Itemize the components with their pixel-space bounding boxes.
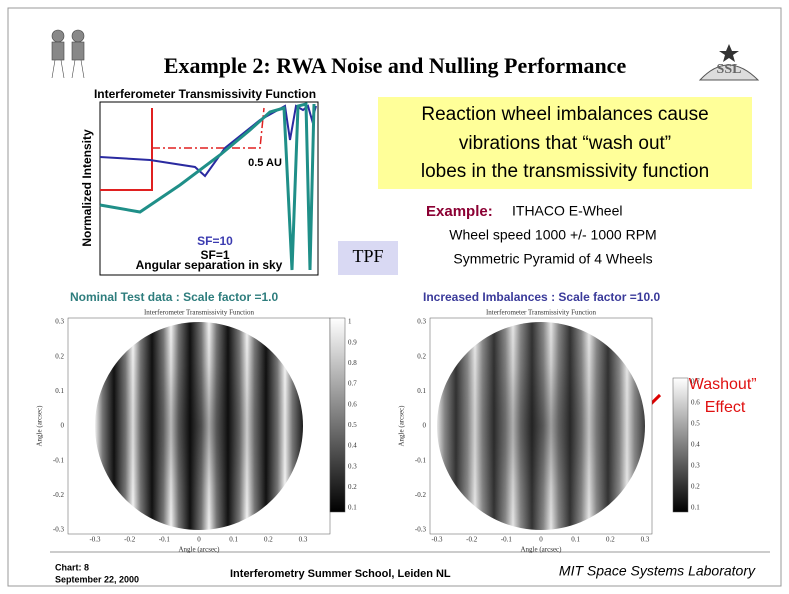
footer-event: Interferometry Summer School, Leiden NL (230, 568, 451, 580)
example-line: Wheel speed 1000 +/- 1000 RPM (449, 227, 656, 243)
slide-title: Example 2: RWA Noise and Nulling Perform… (164, 53, 627, 78)
colorbar-tick-label: 0.6 (348, 400, 357, 408)
y-tick-label: -0.1 (415, 456, 427, 464)
y-tick-label: -0.3 (415, 526, 427, 534)
people-icon (51, 29, 85, 79)
example-line: ITHACO E-Wheel (512, 203, 622, 219)
x-tick-label: 0.1 (571, 536, 580, 544)
x-tick-label: 0 (197, 536, 201, 544)
colorbar-tick-label: 0.4 (691, 441, 700, 449)
example-label: Example: (426, 203, 493, 220)
colorbar (672, 377, 689, 513)
x-tick-label: 0.1 (229, 536, 238, 544)
panel-heading: Increased Imbalances : Scale factor =10.… (423, 290, 660, 304)
callout-line: vibrations that “wash out” (459, 133, 671, 154)
plot-title: Interferometer Transmissivity Function (486, 309, 597, 317)
colorbar-tick-label: 0.7 (691, 378, 700, 386)
plot-label: SF=1 (200, 248, 229, 262)
x-tick-label: 0.2 (606, 536, 615, 544)
footer-chart: Chart: 8 (55, 562, 89, 572)
colorbar-tick-label: 0.1 (691, 504, 700, 512)
colorbar-tick-label: 0.9 (348, 338, 357, 346)
colorbar-tick-label: 0.2 (691, 483, 700, 491)
x-axis-label: Angle (arcsec) (520, 546, 562, 554)
example-line: Symmetric Pyramid of 4 Wheels (453, 251, 652, 267)
colorbar-tick-label: 0.5 (691, 420, 700, 428)
callout-line: Reaction wheel imbalances cause (421, 104, 708, 125)
colorbar-tick-label: 0.3 (348, 462, 357, 470)
y-tick-label: 0.1 (55, 387, 64, 395)
panels: Interferometer Transmissivity Function An… (36, 309, 701, 554)
colorbar-tick-label: 0.8 (348, 359, 357, 367)
fringe-shade (95, 322, 303, 530)
annotation: “Washout” (683, 376, 756, 393)
plot-frame (99, 101, 319, 276)
y-tick-label: 0.1 (417, 387, 426, 395)
tpf-box (338, 241, 398, 275)
callout-line: lobes in the transmissivity function (421, 161, 709, 182)
x-tick-label: -0.1 (159, 536, 171, 544)
y-tick-label: -0.1 (53, 456, 65, 464)
plot-label: SF=10 (197, 234, 233, 248)
x-tick-label: 0.3 (641, 536, 650, 544)
x-tick-label: -0.2 (466, 536, 478, 544)
colorbar-tick-label: 0.2 (348, 483, 357, 491)
plot-label: 0.5 AU (248, 157, 282, 169)
x-axis-label: Angle (arcsec) (178, 546, 220, 554)
colorbar-tick-label: 0.4 (348, 442, 357, 450)
y-axis-label: Angle (arcsec) (398, 405, 406, 447)
fringe-shade (437, 322, 645, 530)
callout-box (378, 97, 752, 189)
x-tick-label: -0.2 (124, 536, 136, 544)
colorbar (329, 317, 346, 513)
y-tick-label: 0.3 (417, 318, 426, 326)
colorbar-tick-label: 0.5 (348, 421, 357, 429)
x-tick-label: -0.3 (89, 536, 101, 544)
y-tick-label: -0.3 (53, 526, 65, 534)
annotation: Effect (705, 399, 746, 416)
x-tick-label: -0.3 (431, 536, 443, 544)
y-tick-label: 0 (423, 422, 427, 430)
x-tick-label: 0.3 (299, 536, 308, 544)
y-tick-label: 0.2 (417, 352, 426, 360)
y-tick-label: -0.2 (415, 491, 427, 499)
svg-text:SSL: SSL (717, 62, 742, 77)
x-tick-label: 0.2 (264, 536, 273, 544)
panel-heading: Nominal Test data : Scale factor =1.0 (70, 290, 279, 304)
colorbar-tick-label: 0.1 (348, 504, 357, 512)
y-tick-label: 0.3 (55, 318, 64, 326)
colorbar-tick-label: 0.6 (691, 399, 700, 407)
y-tick-label: 0 (61, 422, 65, 430)
y-tick-label: -0.2 (53, 491, 65, 499)
x-tick-label: 0 (539, 536, 543, 544)
tpf-label: TPF (352, 246, 383, 266)
ssl-logo: SSL (698, 44, 760, 81)
x-axis-label: Angular separation in sky (136, 258, 283, 272)
y-axis-label: Angle (arcsec) (36, 405, 44, 447)
footer-date: September 22, 2000 (55, 574, 139, 584)
x-tick-label: -0.1 (501, 536, 513, 544)
colorbar-tick-label: 1 (348, 318, 352, 326)
plot-curves (99, 102, 317, 271)
y-axis-label: Normalized Intensity (80, 129, 94, 247)
plot-title: Interferometer Transmissivity Function (94, 87, 316, 101)
colorbar-tick-label: 0.3 (691, 462, 700, 470)
plot-title: Interferometer Transmissivity Function (144, 309, 255, 317)
y-tick-label: 0.2 (55, 352, 64, 360)
colorbar-tick-label: 0.7 (348, 380, 357, 388)
callout-text: Reaction wheel imbalances cause vibratio… (421, 104, 709, 182)
footer-lab: MIT Space Systems Laboratory (559, 563, 756, 579)
